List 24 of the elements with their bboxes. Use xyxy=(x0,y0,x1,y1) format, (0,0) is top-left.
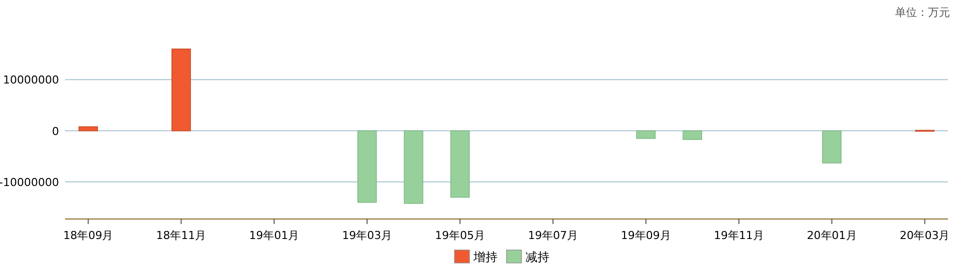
bar xyxy=(682,130,702,140)
x-tick-label: 19年01月 xyxy=(249,229,300,242)
y-tick-label: 0 xyxy=(52,124,59,138)
x-tick-label: 19年09月 xyxy=(620,229,671,242)
legend-label: 增持 xyxy=(472,250,498,264)
text: 单位：万元 xyxy=(895,6,950,19)
x-tick-label: 19年07月 xyxy=(528,229,578,242)
y-tick-label: -10000000 xyxy=(0,176,59,189)
bar xyxy=(357,130,377,203)
x-tick-label: 20年01月 xyxy=(806,229,857,242)
y-tick-label: 10000000 xyxy=(3,74,59,87)
x-tick-label: 19年11月 xyxy=(714,229,764,242)
legend-label: 减持 xyxy=(526,250,550,264)
bar xyxy=(171,48,191,132)
x-tick-label: 19年03月 xyxy=(342,229,392,242)
bar xyxy=(404,130,424,204)
x-tick-label: 18年11月 xyxy=(156,229,206,242)
bar xyxy=(636,130,656,139)
x-tick-label: 20年03月 xyxy=(900,229,950,242)
bar xyxy=(822,130,842,164)
x-tick-label: 18年09月 xyxy=(63,229,114,242)
x-tick-label: 19年05月 xyxy=(435,229,486,242)
bar xyxy=(78,126,98,132)
bar xyxy=(450,130,470,198)
